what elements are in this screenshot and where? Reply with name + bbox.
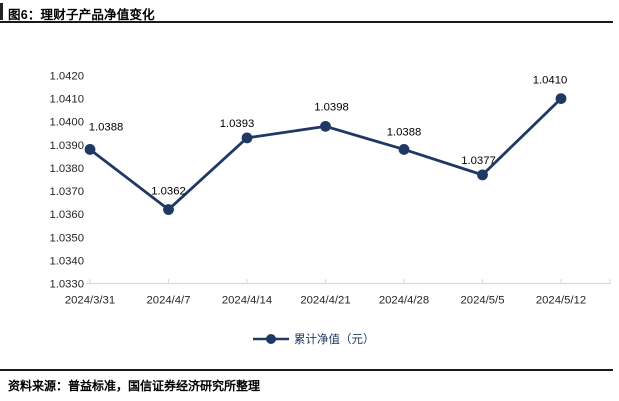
x-axis-tick-label: 2024/3/31 <box>65 295 115 307</box>
y-axis-tick-label: 1.0340 <box>49 255 84 267</box>
data-point-label: 1.0410 <box>533 75 568 87</box>
x-axis-tick-label: 2024/4/7 <box>147 295 191 307</box>
data-point-label: 1.0398 <box>314 101 349 113</box>
figure-title: 图6：理财子产品净值变化 <box>8 8 155 22</box>
y-axis-tick-label: 1.0360 <box>49 209 84 221</box>
data-point-marker <box>320 120 331 132</box>
x-axis-tick-label: 2024/5/12 <box>536 295 586 307</box>
y-axis-tick-label: 1.0370 <box>49 186 84 198</box>
data-point-marker <box>555 93 567 105</box>
x-axis-tick-label: 2024/4/21 <box>300 295 350 307</box>
data-point-marker <box>241 132 253 144</box>
data-point-label: 1.0393 <box>220 118 255 130</box>
x-axis-tick-label: 2024/5/5 <box>461 295 505 307</box>
y-axis-tick-label: 1.0390 <box>49 140 84 152</box>
footer-divider <box>0 369 613 371</box>
title-divider <box>0 21 613 23</box>
y-axis-tick-label: 1.0330 <box>49 279 84 291</box>
y-axis-tick-label: 1.0420 <box>49 71 84 83</box>
y-axis-tick-label: 1.0350 <box>49 232 84 244</box>
legend-marker-swatch <box>266 334 276 344</box>
data-point-marker <box>163 204 174 215</box>
data-point-label: 1.0362 <box>151 186 186 198</box>
source-note: 资料来源：普益标准，国信证券经济研究所整理 <box>8 379 261 393</box>
data-point-marker <box>84 144 96 155</box>
data-point-label: 1.0388 <box>387 126 422 138</box>
data-point-label: 1.0377 <box>461 155 496 167</box>
title-accent-bar <box>0 3 3 20</box>
data-point-marker <box>477 169 488 181</box>
y-axis-tick-label: 1.0380 <box>49 163 84 175</box>
y-axis-tick-label: 1.0400 <box>49 117 84 129</box>
x-axis-tick-label: 2024/4/14 <box>222 295 272 307</box>
legend-label: 累计净值（元） <box>294 332 375 346</box>
data-point-label: 1.0388 <box>89 121 124 133</box>
net-value-line-chart: 1.0420 1.0410 1.0400 1.0390 1.0380 1.0370 1.03… <box>49 71 611 346</box>
x-axis-tick-label: 2024/4/28 <box>379 295 429 307</box>
data-point-marker <box>398 144 410 155</box>
y-axis-tick-label: 1.0410 <box>49 94 84 106</box>
